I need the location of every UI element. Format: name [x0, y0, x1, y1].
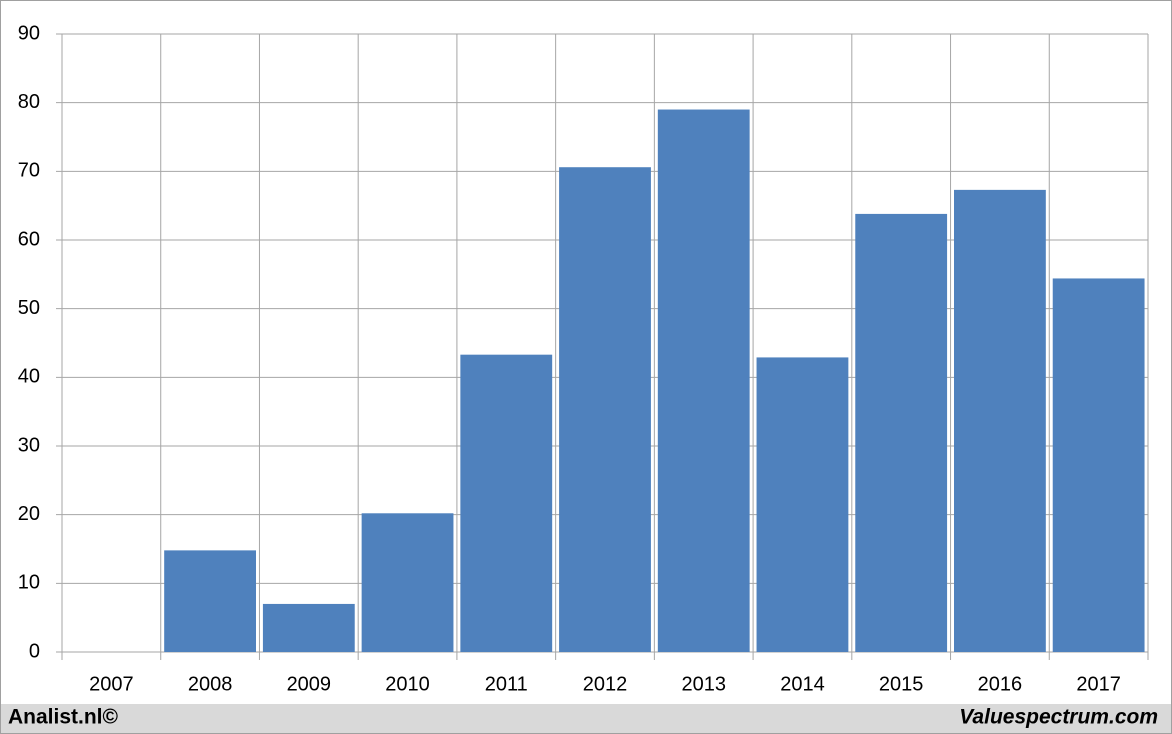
x-tick-label: 2008 [188, 673, 233, 695]
footer-left: Analist.nl© [8, 706, 119, 729]
bar [164, 550, 256, 652]
bar [954, 189, 1046, 652]
footer-right: Valuespectrum.com [959, 706, 1158, 729]
y-tick-label: 40 [18, 366, 40, 388]
y-tick-label: 90 [18, 22, 40, 44]
x-tick-label: 2013 [681, 673, 726, 695]
bar [262, 603, 355, 652]
bar [657, 109, 750, 653]
bar [460, 354, 553, 652]
x-tick-label: 2017 [1076, 673, 1121, 695]
y-tick-label: 60 [18, 228, 40, 250]
x-tick-label: 2012 [583, 673, 628, 695]
x-tick-label: 2014 [780, 673, 825, 695]
y-tick-label: 80 [18, 91, 40, 113]
bar [756, 357, 849, 652]
footer-band [1, 704, 1171, 733]
bar [361, 513, 454, 652]
y-tick-label: 50 [18, 297, 40, 319]
y-tick-label: 20 [18, 503, 40, 525]
x-tick-label: 2009 [287, 673, 332, 695]
bar [559, 167, 651, 653]
bar [855, 213, 948, 652]
bar [1052, 278, 1145, 652]
y-tick-label: 10 [18, 572, 40, 594]
y-tick-label: 70 [18, 160, 40, 182]
y-tick-label: 0 [29, 640, 40, 662]
x-tick-label: 2010 [385, 673, 430, 695]
x-tick-label: 2015 [879, 673, 924, 695]
x-tick-label: 2016 [978, 673, 1023, 695]
x-tick-label: 2007 [89, 673, 134, 695]
x-tick-label: 2011 [485, 673, 528, 695]
y-tick-label: 30 [18, 434, 40, 456]
